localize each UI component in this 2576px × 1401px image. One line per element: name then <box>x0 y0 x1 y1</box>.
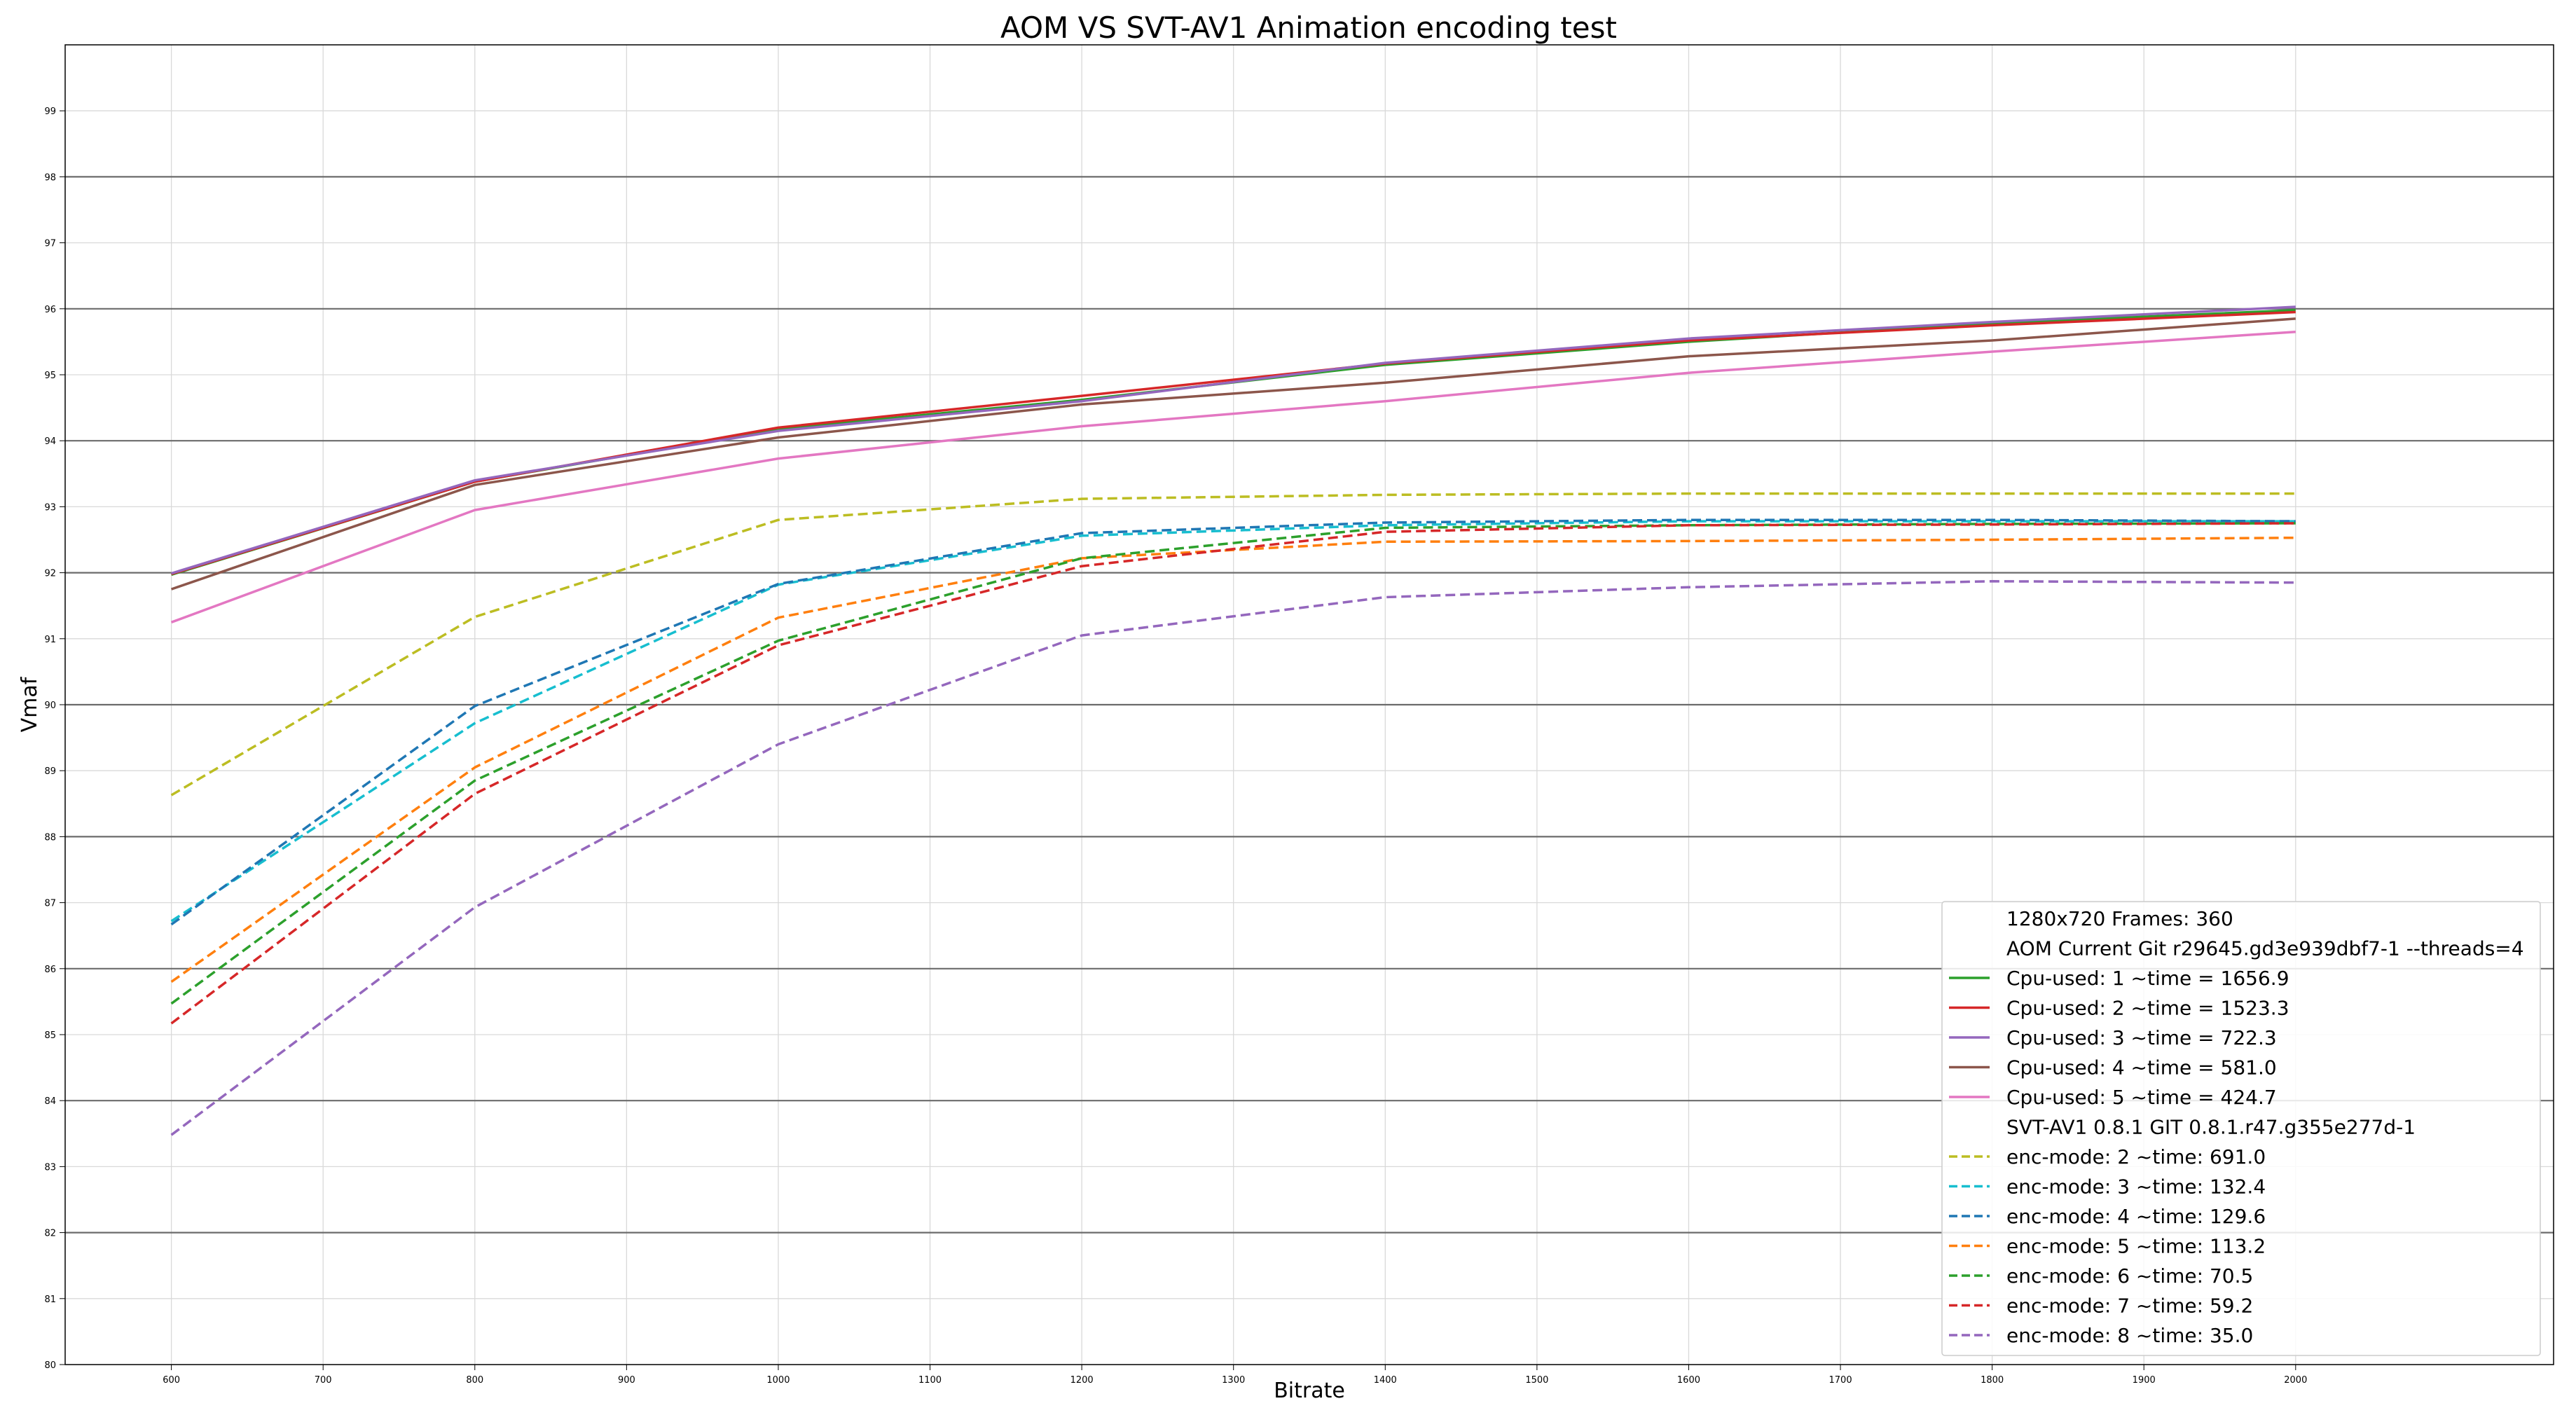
series-line-7 <box>170 520 2296 923</box>
legend-entry-label: enc-mode: 6 ~time: 70.5 <box>2006 1264 2253 1288</box>
x-tick-label: 600 <box>163 1375 180 1386</box>
series-layer <box>170 305 2296 1136</box>
y-tick-label: 94 <box>44 436 56 447</box>
legend-header-label: 1280x720 Frames: 360 <box>2006 907 2233 930</box>
y-tick-label: 95 <box>44 371 56 381</box>
series-line-5 <box>170 331 2296 623</box>
legend-entry-label: Cpu-used: 2 ~time = 1523.3 <box>2006 997 2289 1020</box>
y-tick-label: 86 <box>44 965 56 975</box>
legend-entry-label: enc-mode: 8 ~time: 35.0 <box>2006 1324 2253 1347</box>
x-tick-label: 2000 <box>2284 1375 2307 1386</box>
x-tick-label: 800 <box>466 1375 483 1386</box>
y-tick-label: 96 <box>44 305 56 315</box>
legend-entry-label: Cpu-used: 5 ~time = 424.7 <box>2006 1086 2277 1109</box>
y-tick-label: 93 <box>44 502 56 513</box>
y-tick-label: 83 <box>44 1162 56 1173</box>
legend-entry-label: Cpu-used: 3 ~time = 722.3 <box>2006 1026 2277 1049</box>
x-tick-label: 1300 <box>1222 1375 1245 1386</box>
legend-header-label: SVT-AV1 0.8.1 GIT 0.8.1.r47.g355e277d-1 <box>2006 1116 2416 1139</box>
y-tick-label: 97 <box>44 239 56 249</box>
x-tick-label: 1400 <box>1374 1375 1397 1386</box>
x-tick-label: 1900 <box>2133 1375 2156 1386</box>
legend-entry-label: Cpu-used: 4 ~time = 581.0 <box>2006 1056 2277 1079</box>
legend-entry-label: enc-mode: 7 ~time: 59.2 <box>2006 1295 2253 1318</box>
y-tick-label: 88 <box>44 832 56 843</box>
x-tick-label: 1200 <box>1070 1375 1094 1386</box>
chart-title: AOM VS SVT-AV1 Animation encoding test <box>1000 11 1617 45</box>
series-line-8 <box>170 518 2296 926</box>
legend-entry-label: enc-mode: 2 ~time: 691.0 <box>2006 1145 2266 1168</box>
y-tick-label: 89 <box>44 766 56 777</box>
x-tick-label: 1100 <box>918 1375 942 1386</box>
legend: 1280x720 Frames: 360 AOM Current Git r296… <box>1941 901 2541 1356</box>
legend-entry-label: enc-mode: 4 ~time: 129.6 <box>2006 1205 2266 1228</box>
series-line-12 <box>170 580 2296 1136</box>
x-axis-label: Bitrate <box>1274 1379 1345 1401</box>
y-tick-label: 92 <box>44 569 56 579</box>
tick-layer: 600 700 800 900 1000 1100 1200 1300 1400 1500 1600… <box>44 106 2307 1386</box>
y-tick-label: 81 <box>44 1295 56 1305</box>
y-tick-label: 98 <box>44 172 56 183</box>
x-tick-label: 1500 <box>1525 1375 1548 1386</box>
x-tick-label: 1600 <box>1677 1375 1700 1386</box>
series-line-4 <box>171 317 2296 591</box>
y-tick-label: 99 <box>44 106 56 117</box>
y-tick-label: 87 <box>44 899 56 909</box>
y-tick-label: 84 <box>44 1096 56 1107</box>
legend-entry-label: enc-mode: 5 ~time: 113.2 <box>2006 1235 2266 1258</box>
x-tick-label: 900 <box>618 1375 635 1386</box>
legend-entry-label: enc-mode: 3 ~time: 132.4 <box>2006 1175 2266 1199</box>
y-axis-label: Vmaf <box>18 676 42 732</box>
y-tick-label: 80 <box>44 1360 56 1371</box>
y-tick-label: 85 <box>44 1030 56 1041</box>
y-tick-label: 82 <box>44 1229 56 1239</box>
x-tick-label: 1800 <box>1981 1375 2004 1386</box>
x-tick-label: 1000 <box>766 1375 790 1386</box>
series-line-6 <box>170 492 2296 796</box>
x-tick-label: 700 <box>315 1375 332 1386</box>
x-tick-label: 1700 <box>1829 1375 1852 1386</box>
legend-header-label: AOM Current Git r29645.gd3e939dbf7-1 --t… <box>2006 937 2524 960</box>
series-line-10 <box>170 522 2296 1005</box>
y-tick-label: 91 <box>44 635 56 645</box>
series-line-3 <box>171 305 2296 575</box>
series-line-11 <box>170 522 2296 1025</box>
legend-box <box>1941 901 2541 1356</box>
y-tick-label: 90 <box>44 700 56 711</box>
legend-entry-label: Cpu-used: 1 ~time = 1656.9 <box>2006 967 2289 990</box>
